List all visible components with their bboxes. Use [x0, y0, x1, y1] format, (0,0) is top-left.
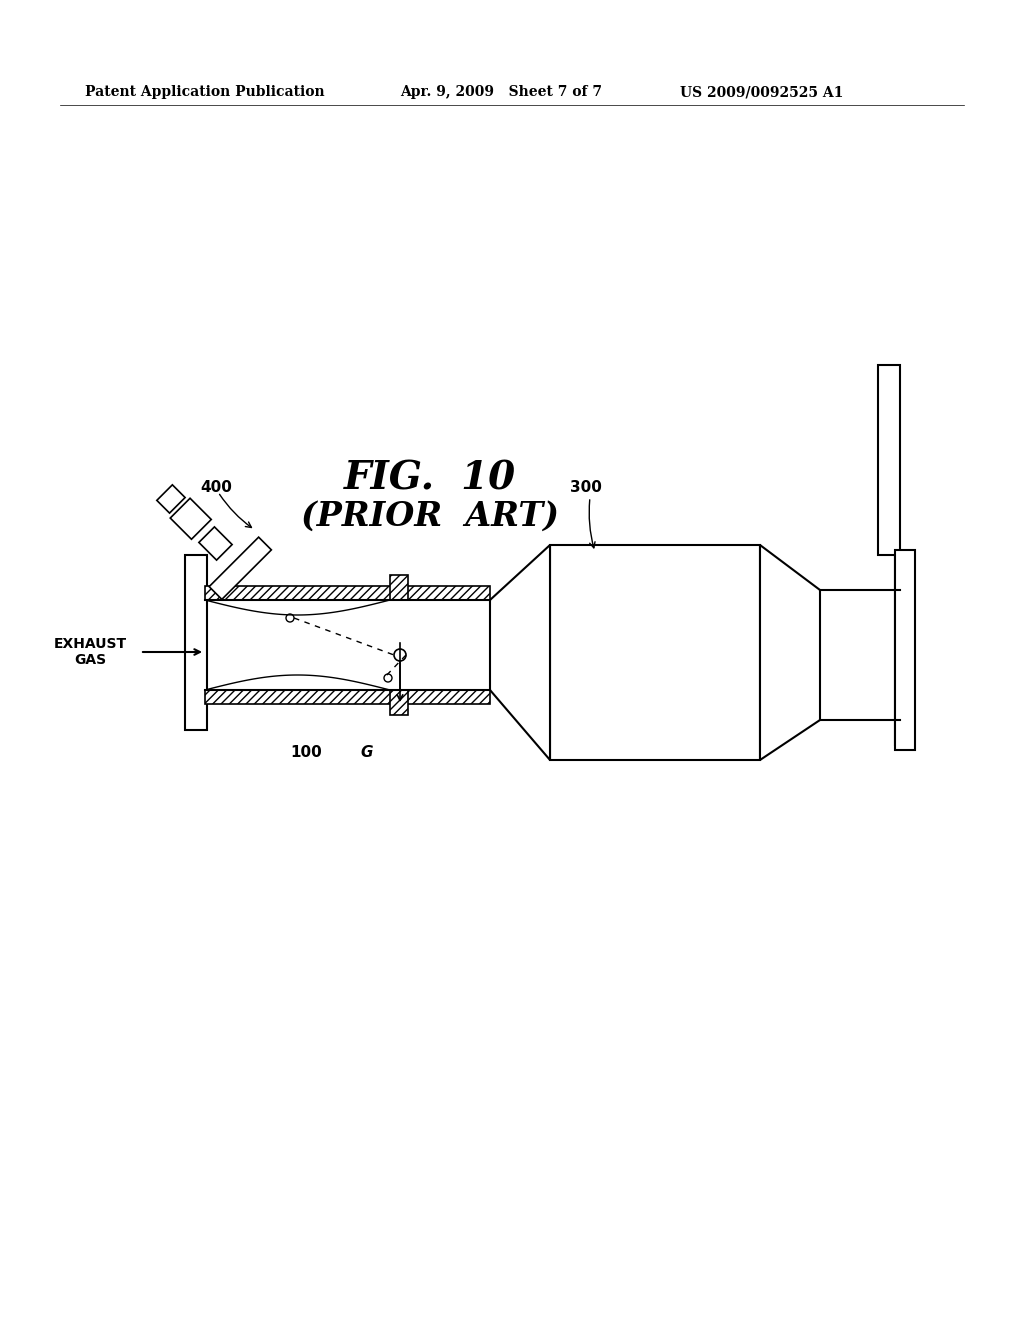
- Text: 100: 100: [290, 744, 322, 760]
- Bar: [895, 550, 915, 750]
- Polygon shape: [760, 545, 820, 760]
- Text: EXHAUST
GAS: EXHAUST GAS: [53, 636, 127, 667]
- Polygon shape: [199, 527, 232, 560]
- Bar: [390, 690, 408, 715]
- Polygon shape: [209, 537, 271, 599]
- Text: Patent Application Publication: Patent Application Publication: [85, 84, 325, 99]
- Text: FIG.  10: FIG. 10: [344, 459, 516, 498]
- Bar: [185, 554, 207, 730]
- Bar: [205, 586, 490, 601]
- Bar: [205, 690, 490, 704]
- Polygon shape: [157, 484, 185, 513]
- Polygon shape: [490, 545, 550, 760]
- Text: (PRIOR  ART): (PRIOR ART): [301, 500, 559, 533]
- Text: 300: 300: [570, 480, 602, 495]
- Bar: [878, 366, 900, 554]
- Bar: [895, 554, 913, 744]
- Polygon shape: [170, 498, 211, 540]
- Text: G: G: [360, 744, 373, 760]
- Text: Apr. 9, 2009   Sheet 7 of 7: Apr. 9, 2009 Sheet 7 of 7: [400, 84, 602, 99]
- Circle shape: [394, 649, 406, 661]
- Text: US 2009/0092525 A1: US 2009/0092525 A1: [680, 84, 844, 99]
- Circle shape: [384, 675, 392, 682]
- Bar: [550, 545, 760, 760]
- Circle shape: [286, 614, 294, 622]
- Bar: [390, 576, 408, 601]
- Text: 400: 400: [200, 480, 231, 495]
